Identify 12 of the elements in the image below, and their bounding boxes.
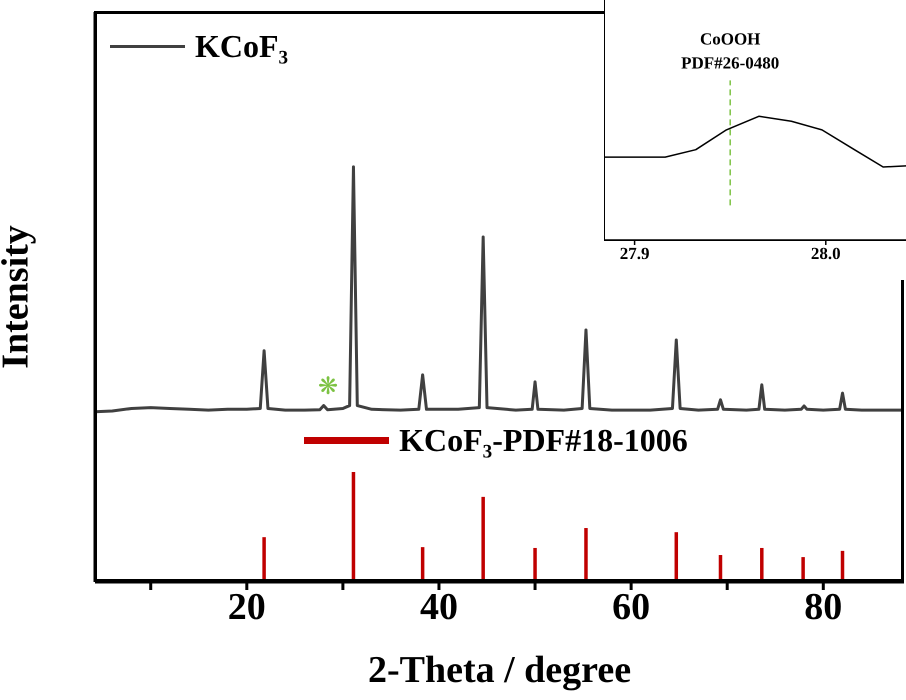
x-tick-label: 28.0 [810,244,841,264]
legend-label: KCoF₃ [195,28,288,65]
x-tick-label: 80 [804,586,842,628]
legend-label: KCoF₃-PDF#18-1006 [399,422,688,459]
ref-line-label: CoOOH PDF#26-0480 [681,29,780,72]
x-tick-label: 27.9 [620,244,650,264]
x-tick-label: 40 [420,586,458,628]
annotation: ❋ [318,372,338,400]
x-tick-label: 20 [228,586,266,628]
x-axis-title: 2-Theta / degree [368,649,632,691]
y-axis-title: Intensity [0,225,36,369]
x-tick-label: 60 [612,586,650,628]
